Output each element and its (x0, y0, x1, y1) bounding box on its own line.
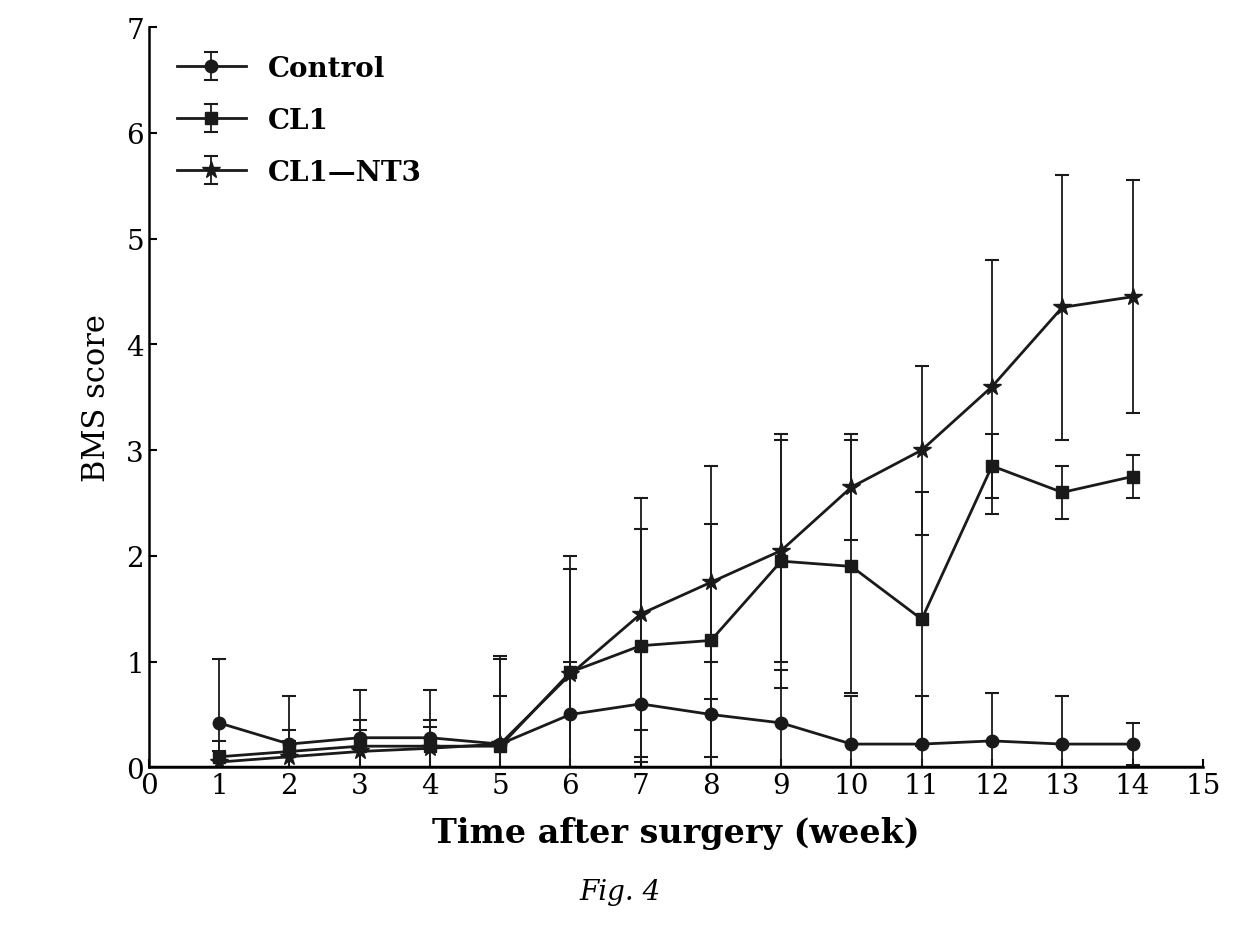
X-axis label: Time after surgery (week): Time after surgery (week) (432, 816, 920, 849)
Text: Fig. 4: Fig. 4 (579, 878, 661, 904)
Y-axis label: BMS score: BMS score (82, 314, 113, 482)
Legend: Control, CL1, CL1—NT3: Control, CL1, CL1—NT3 (162, 42, 436, 200)
